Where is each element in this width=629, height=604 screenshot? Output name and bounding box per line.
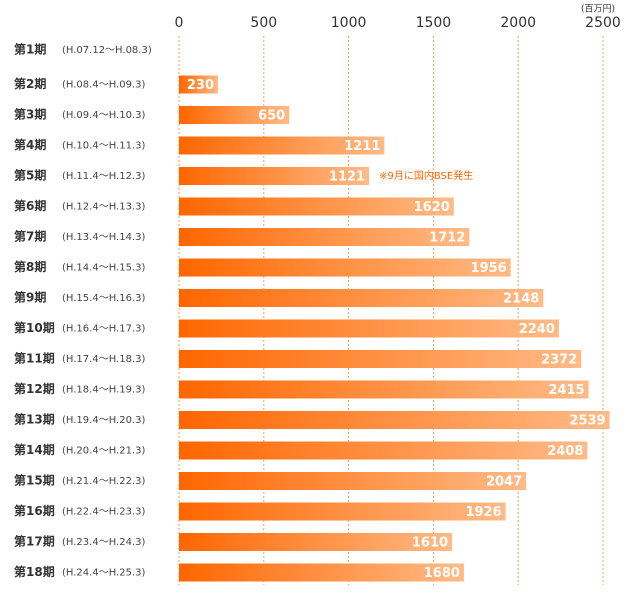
- value-label: 1610: [412, 536, 448, 551]
- value-label: 1620: [414, 200, 450, 215]
- period-label: (H.12.4～H.13.3): [62, 202, 145, 213]
- bar: [179, 289, 544, 307]
- category-label: 第7期: [14, 229, 46, 244]
- category-label: 第12期: [14, 381, 55, 396]
- period-label: (H.21.4～H.22.3): [62, 476, 145, 487]
- category-label: 第8期: [14, 259, 46, 274]
- period-label: (H.16.4～H.17.3): [62, 324, 145, 335]
- category-label: 第17期: [14, 534, 55, 549]
- value-label: 2539: [569, 414, 605, 429]
- value-label: 650: [258, 109, 285, 124]
- category-label: 第14期: [14, 442, 55, 457]
- value-label: 2047: [486, 475, 522, 490]
- category-label: 第16期: [14, 503, 55, 518]
- value-label: 1926: [465, 505, 501, 520]
- bar: [179, 258, 511, 277]
- value-label: 2372: [541, 353, 577, 368]
- x-tick-label: 1500: [416, 15, 452, 31]
- period-label: (H.09.4～H.10.3): [62, 110, 145, 121]
- value-label: 2240: [519, 322, 555, 337]
- bar: [179, 75, 219, 94]
- period-label: (H.07.12～H.08.3): [62, 45, 152, 56]
- period-label: (H.22.4～H.23.3): [62, 507, 145, 518]
- period-label: (H.18.4～H.19.3): [62, 385, 145, 396]
- value-label: 1211: [344, 139, 380, 154]
- period-label: (H.15.4～H.16.3): [62, 293, 145, 304]
- value-label: 2408: [547, 444, 583, 459]
- value-label: 1121: [329, 170, 365, 185]
- bar: [179, 228, 470, 246]
- category-label: 第18期: [14, 564, 55, 579]
- bar: [179, 380, 589, 399]
- period-label: (H.24.4～H.25.3): [62, 568, 145, 579]
- value-label: 2415: [548, 383, 584, 398]
- period-label: (H.08.4～H.09.3): [62, 80, 145, 91]
- x-tick-label: 0: [175, 15, 184, 31]
- bar: [179, 563, 464, 582]
- period-label: (H.23.4～H.24.3): [62, 537, 145, 548]
- x-tick-label: 500: [250, 15, 277, 31]
- value-label: 230: [187, 78, 214, 93]
- bar: [179, 106, 290, 124]
- bar: [179, 533, 453, 551]
- bar: [179, 411, 610, 429]
- bar: [179, 441, 588, 460]
- category-label: 第13期: [14, 412, 55, 427]
- x-tick-label: 2000: [500, 15, 536, 31]
- category-label: 第5期: [14, 168, 46, 183]
- category-label: 第9期: [14, 290, 46, 305]
- category-label: 第3期: [14, 107, 46, 122]
- x-tick-label: 1000: [331, 15, 367, 31]
- period-label: (H.14.4～H.15.3): [62, 263, 145, 274]
- unit-label: (百万円): [581, 4, 615, 15]
- value-label: 1680: [424, 566, 460, 581]
- value-label: 1712: [429, 231, 465, 246]
- category-label: 第15期: [14, 473, 55, 488]
- category-label: 第2期: [14, 76, 46, 91]
- period-label: (H.13.4～H.14.3): [62, 232, 145, 243]
- period-label: (H.19.4～H.20.3): [62, 415, 145, 426]
- value-label: 1956: [471, 261, 507, 276]
- category-label: 第11期: [14, 351, 55, 366]
- period-label: (H.10.4～H.11.3): [62, 141, 145, 152]
- annotation: ※9月に国内BSE発生: [379, 169, 473, 182]
- period-label: (H.11.4～H.12.3): [62, 171, 145, 182]
- period-label: (H.17.4～H.18.3): [62, 354, 145, 365]
- value-label: 2148: [503, 292, 539, 307]
- category-label: 第10期: [14, 320, 55, 335]
- category-label: 第1期: [14, 42, 46, 57]
- bar: [179, 197, 454, 216]
- period-label: (H.20.4～H.21.3): [62, 446, 145, 457]
- x-tick-label: 2500: [585, 15, 621, 31]
- bar: [179, 167, 370, 185]
- bar: [179, 136, 385, 155]
- category-label: 第4期: [14, 137, 46, 152]
- category-label: 第6期: [14, 198, 46, 213]
- bar: [179, 502, 506, 521]
- bar: [179, 319, 559, 338]
- bar: [179, 472, 527, 490]
- bar: [179, 350, 582, 368]
